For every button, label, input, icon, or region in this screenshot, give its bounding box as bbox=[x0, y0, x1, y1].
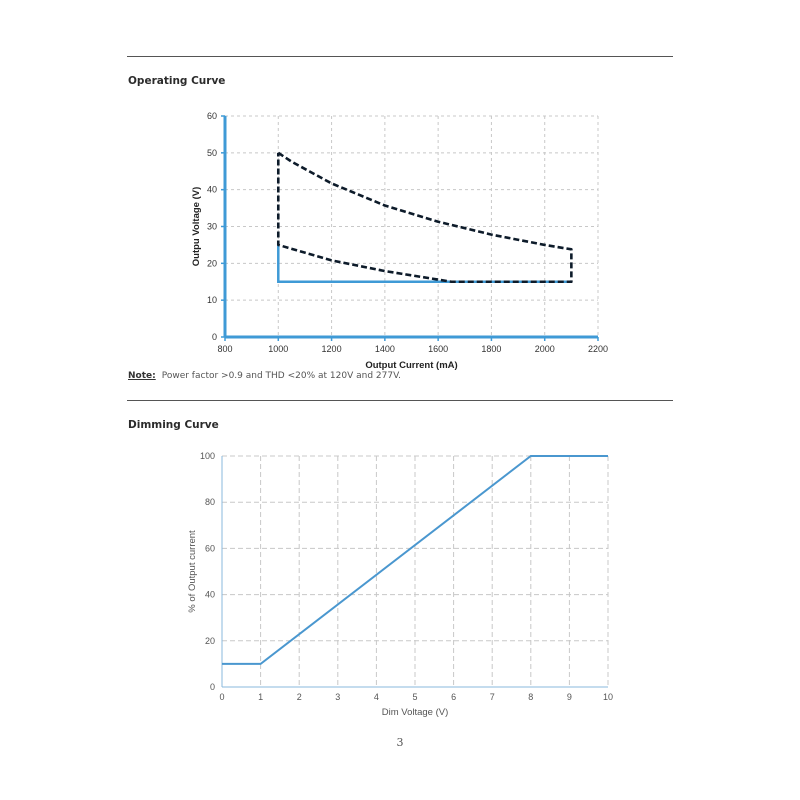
dim-x-tick-label: 9 bbox=[567, 692, 572, 702]
op-x-tick-label: 1200 bbox=[322, 344, 342, 354]
note-label: Note: bbox=[128, 371, 156, 381]
op-series-dashed-boundary bbox=[276, 151, 573, 284]
op-y-tick-label: 10 bbox=[207, 295, 217, 305]
op-x-tick-label: 2000 bbox=[535, 344, 555, 354]
op-x-tick-label: 1400 bbox=[375, 344, 395, 354]
middle-rule bbox=[127, 400, 673, 401]
op-x-tick-label: 2200 bbox=[588, 344, 608, 354]
dim-x-tick-label: 6 bbox=[451, 692, 456, 702]
dim-y-tick-label: 100 bbox=[200, 451, 215, 461]
dim-y-tick-label: 80 bbox=[205, 497, 215, 507]
note-text: Power factor >0.9 and THD <20% at 120V a… bbox=[161, 371, 401, 381]
dim-x-axis-label: Dim Voltage (V) bbox=[382, 707, 449, 718]
dim-x-tick-label: 7 bbox=[490, 692, 495, 702]
op-y-tick-label: 30 bbox=[207, 222, 217, 232]
dim-x-tick-label: 10 bbox=[603, 692, 613, 702]
op-x-tick-label: 1800 bbox=[481, 344, 501, 354]
dim-y-tick-label: 40 bbox=[205, 590, 215, 600]
dim-y-axis-label: % of Output current bbox=[187, 530, 198, 613]
dim-x-tick-label: 1 bbox=[258, 692, 263, 702]
dim-x-tick-label: 3 bbox=[335, 692, 340, 702]
op-y-tick-label: 50 bbox=[207, 148, 217, 158]
dim-y-tick-label: 20 bbox=[205, 636, 215, 646]
dim-x-tick-label: 2 bbox=[297, 692, 302, 702]
op-x-tick-label: 1600 bbox=[428, 344, 448, 354]
operating-note: Note: Power factor >0.9 and THD <20% at 1… bbox=[128, 371, 401, 381]
op-y-tick-label: 0 bbox=[212, 332, 217, 342]
page-number: 3 bbox=[396, 736, 404, 749]
dim-x-tick-label: 8 bbox=[528, 692, 533, 702]
dim-x-tick-label: 4 bbox=[374, 692, 379, 702]
dim-x-tick-label: 5 bbox=[412, 692, 417, 702]
dim-x-tick-label: 0 bbox=[219, 692, 224, 702]
operating-curve-title: Operating Curve bbox=[128, 75, 226, 87]
op-y-tick-label: 20 bbox=[207, 258, 217, 268]
op-y-axis-label: Outpu Voltage (V) bbox=[191, 187, 202, 267]
dim-series-line bbox=[222, 455, 608, 665]
op-y-tick-label: 40 bbox=[207, 185, 217, 195]
op-x-tick-label: 1000 bbox=[268, 344, 288, 354]
op-x-tick-label: 800 bbox=[217, 344, 232, 354]
dim-y-tick-label: 60 bbox=[205, 543, 215, 553]
op-x-axis-label: Output Current (mA) bbox=[365, 360, 457, 371]
op-y-tick-label: 60 bbox=[207, 111, 217, 121]
dimming-curve-title: Dimming Curve bbox=[128, 419, 219, 431]
dim-y-tick-label: 0 bbox=[210, 682, 215, 692]
top-rule bbox=[127, 56, 673, 57]
